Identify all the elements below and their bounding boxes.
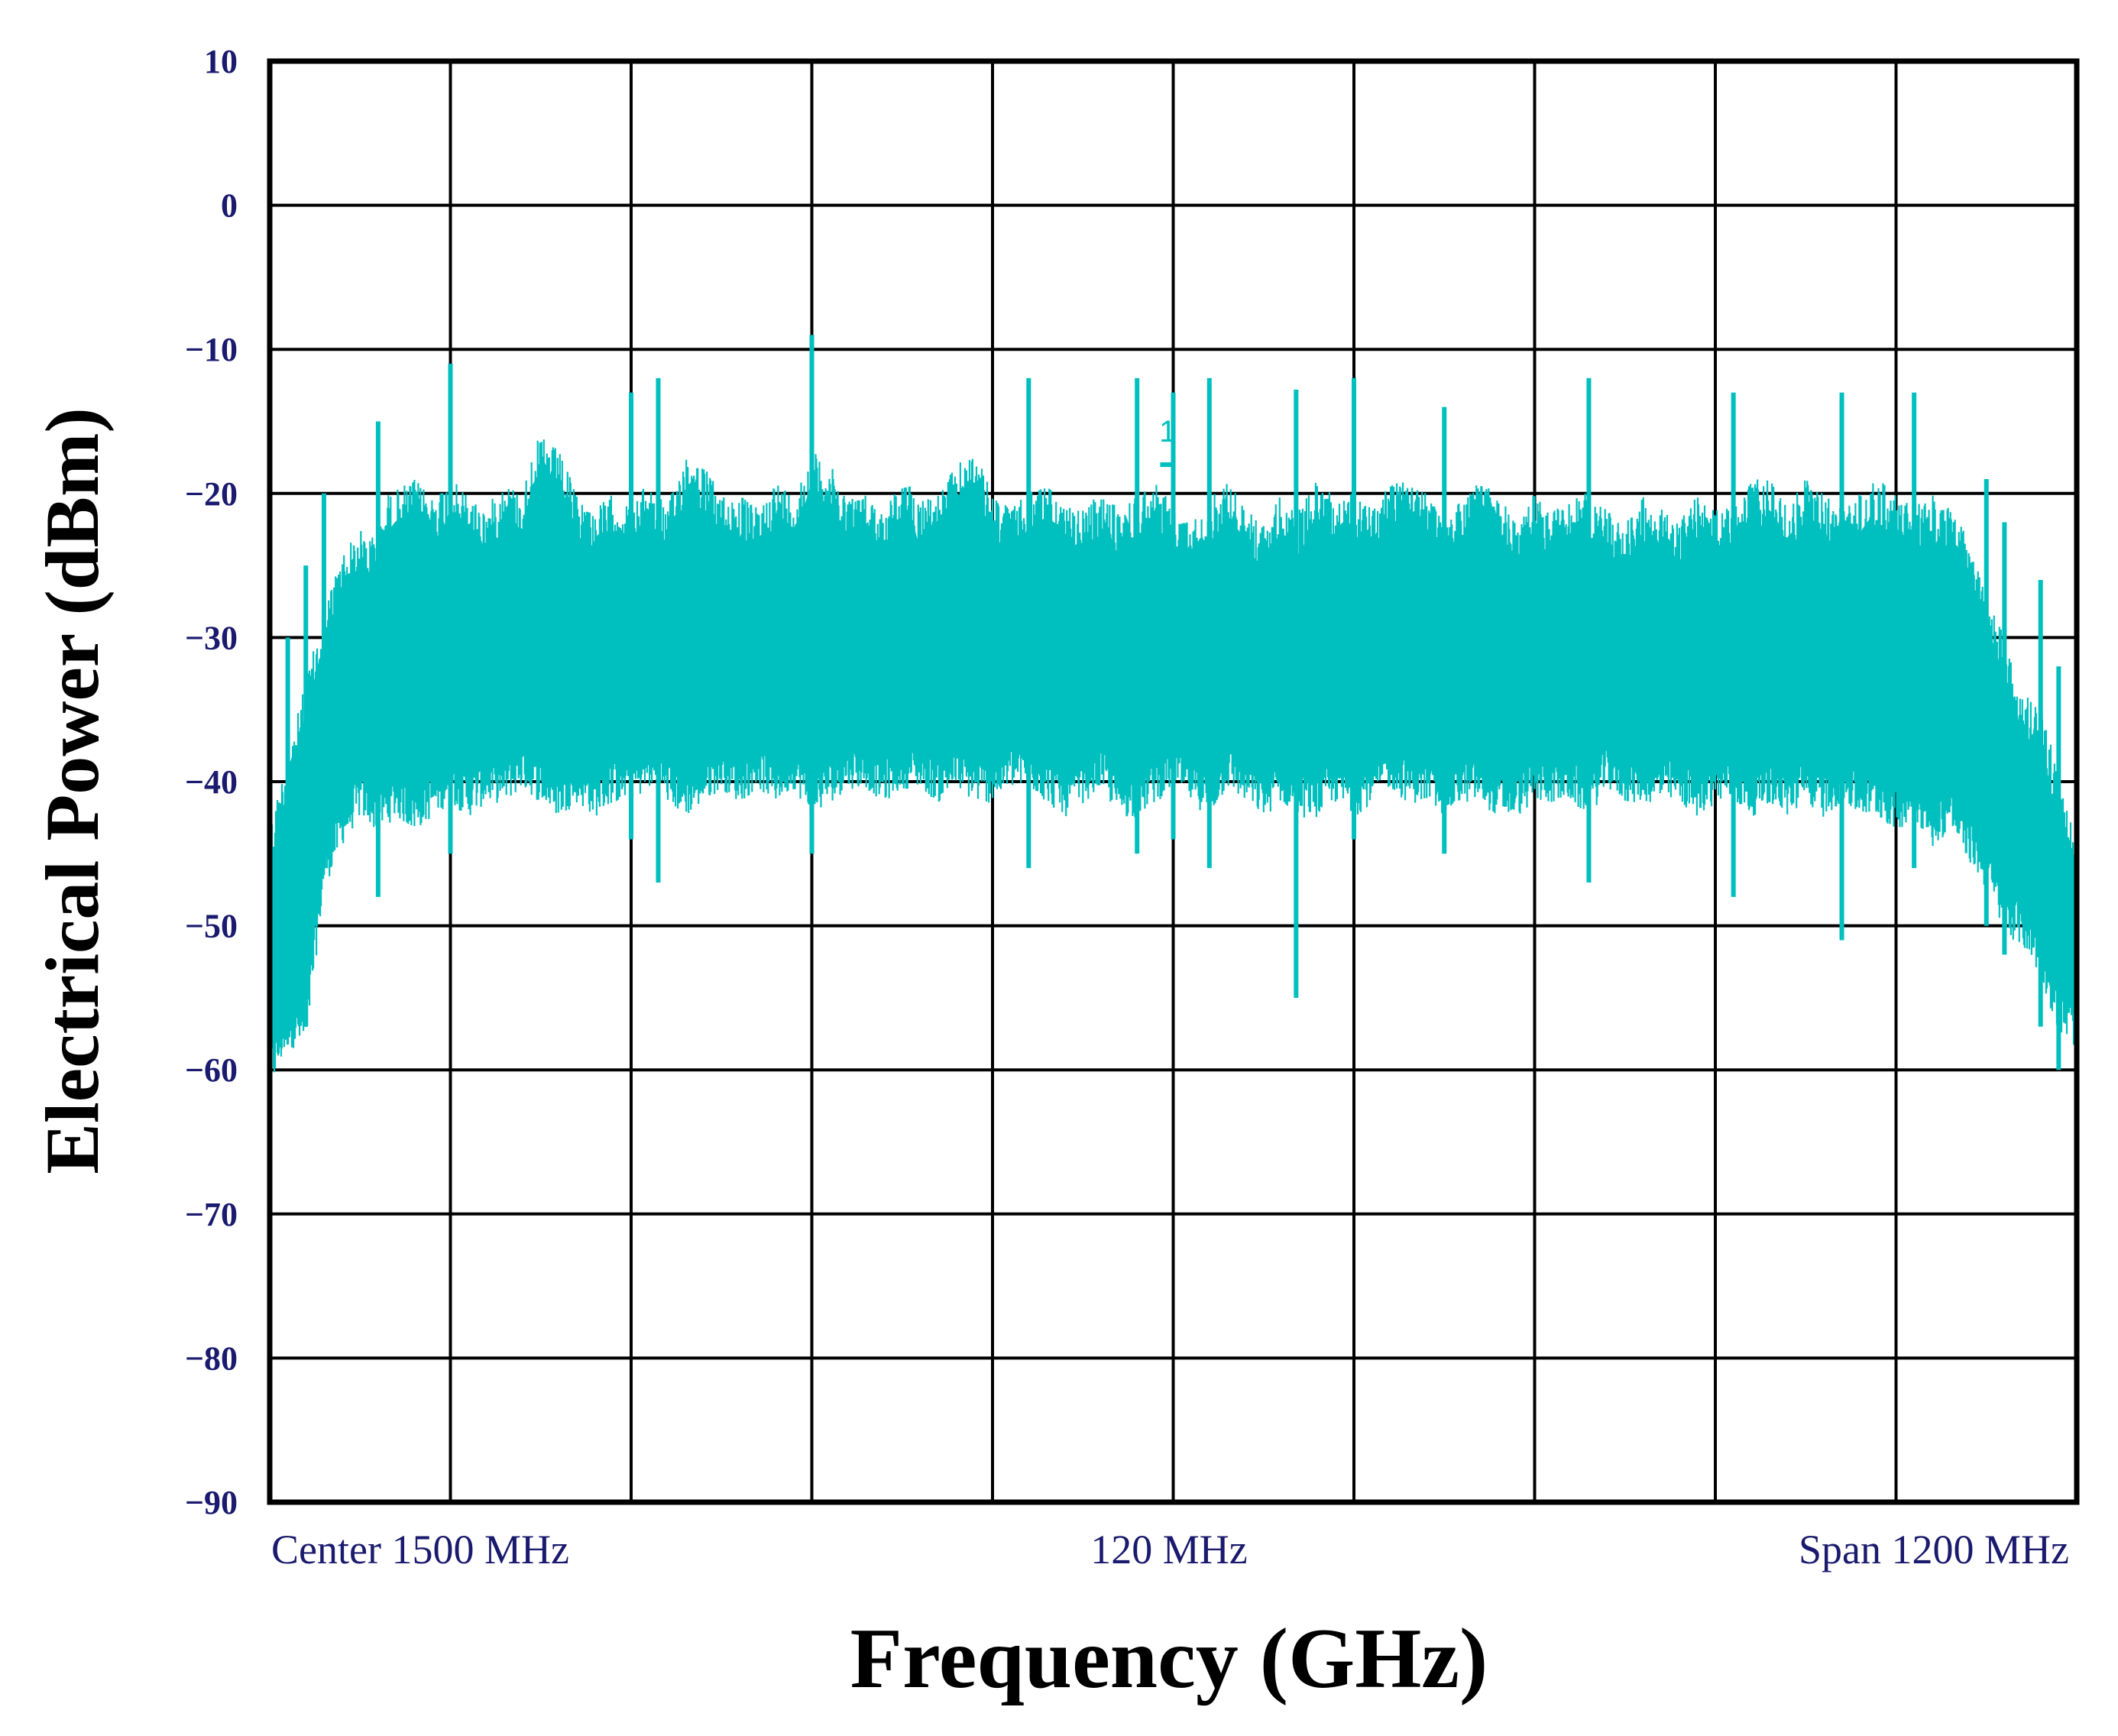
y-tick-label: −20 bbox=[185, 475, 238, 513]
y-tick-label: −60 bbox=[185, 1051, 238, 1089]
y-axis-title: Electrical Power (dBm) bbox=[30, 407, 115, 1174]
resolution-bandwidth-label: 120 MHz bbox=[1090, 1527, 1247, 1572]
y-tick-label: −80 bbox=[185, 1339, 238, 1377]
y-tick-label: −70 bbox=[185, 1196, 238, 1233]
spectrum-trace bbox=[267, 335, 2078, 1079]
span-label: Span 1200 MHz bbox=[1799, 1527, 2069, 1572]
trace-core bbox=[270, 469, 2077, 998]
y-tick-labels: 10 0 −10 −20 −30 −40 −50 −60 −70 −80 −90 bbox=[185, 43, 238, 1521]
x-axis-title: Frequency (GHz) bbox=[850, 1611, 1488, 1706]
y-tick-label: −40 bbox=[185, 763, 238, 801]
y-tick-label: −90 bbox=[185, 1484, 238, 1521]
plot-border bbox=[267, 58, 2080, 1505]
y-tick-label: −10 bbox=[185, 331, 238, 368]
y-tick-label: −50 bbox=[185, 908, 238, 945]
y-tick-label: 10 bbox=[204, 43, 238, 80]
center-frequency-label: Center 1500 MHz bbox=[271, 1527, 569, 1572]
marker-label: 1 bbox=[1159, 415, 1176, 449]
plot-frame bbox=[267, 58, 2080, 1505]
y-tick-label: 0 bbox=[221, 187, 238, 225]
y-tick-label: −30 bbox=[185, 619, 238, 656]
